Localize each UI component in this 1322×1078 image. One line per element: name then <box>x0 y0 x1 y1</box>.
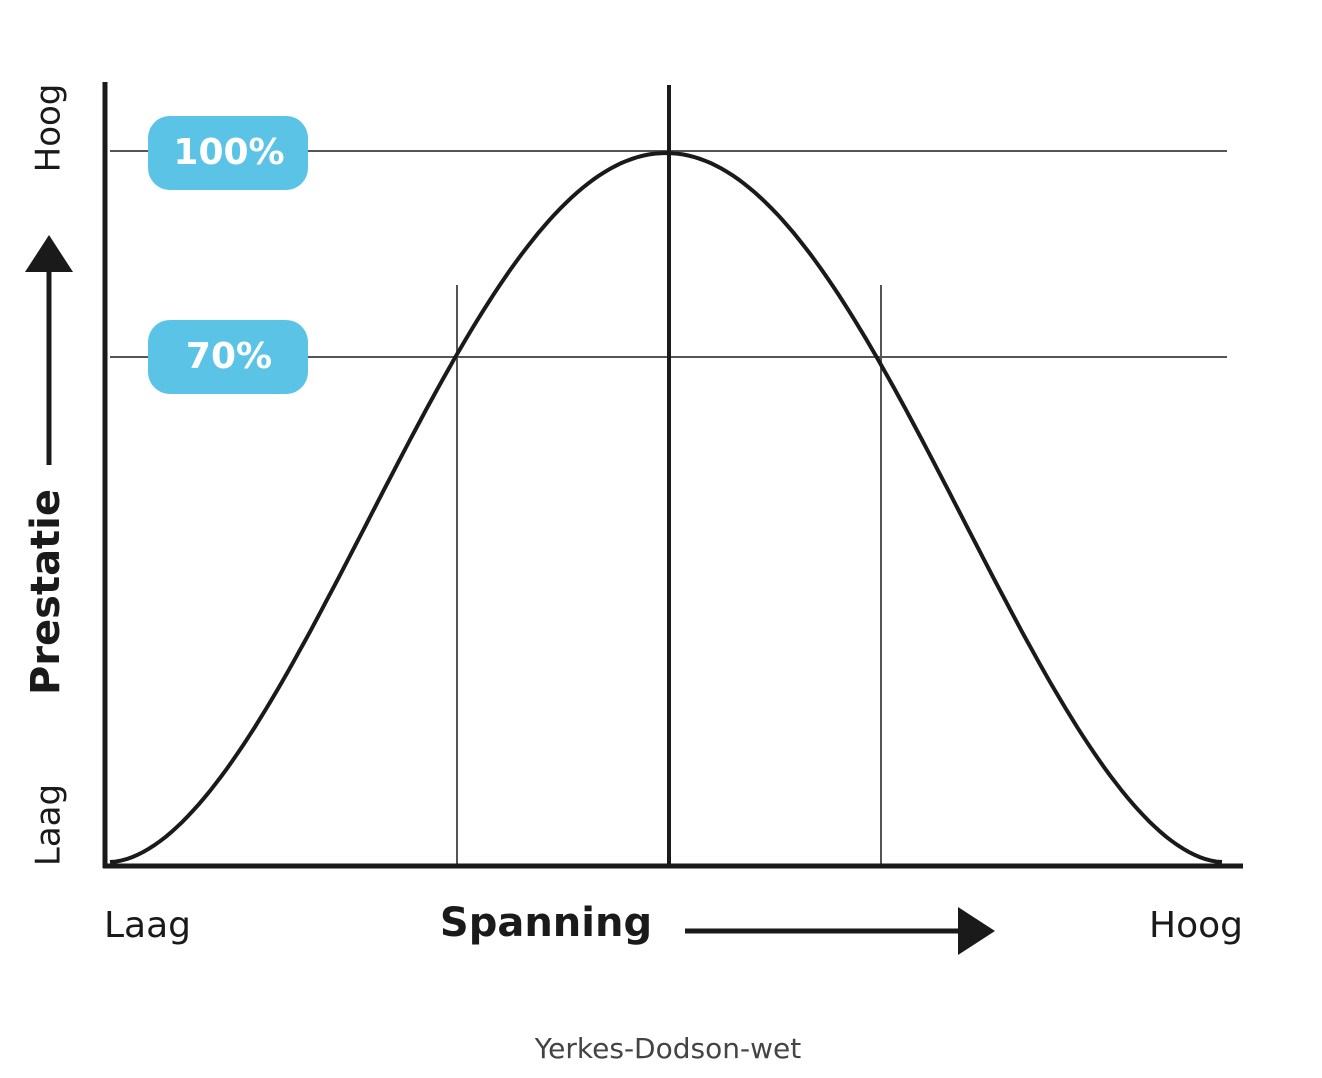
level-pill <box>148 320 308 394</box>
y-bottom-label: Laag <box>29 784 69 866</box>
y-top-label: Hoog <box>29 84 69 173</box>
level-label: 70% <box>186 336 272 377</box>
x-arrow-head <box>958 907 995 955</box>
x-axis-title: Spanning <box>440 900 652 946</box>
level-label: 100% <box>173 132 284 173</box>
x-right-label: Hoog <box>1149 905 1243 946</box>
level-pill <box>148 116 308 190</box>
x-left-label: Laag <box>104 905 191 946</box>
curve <box>109 150 1223 864</box>
caption: Yerkes-Dodson-wet <box>534 1032 801 1065</box>
y-axis-title: Prestatie <box>23 489 69 695</box>
y-arrow-head <box>25 235 73 272</box>
